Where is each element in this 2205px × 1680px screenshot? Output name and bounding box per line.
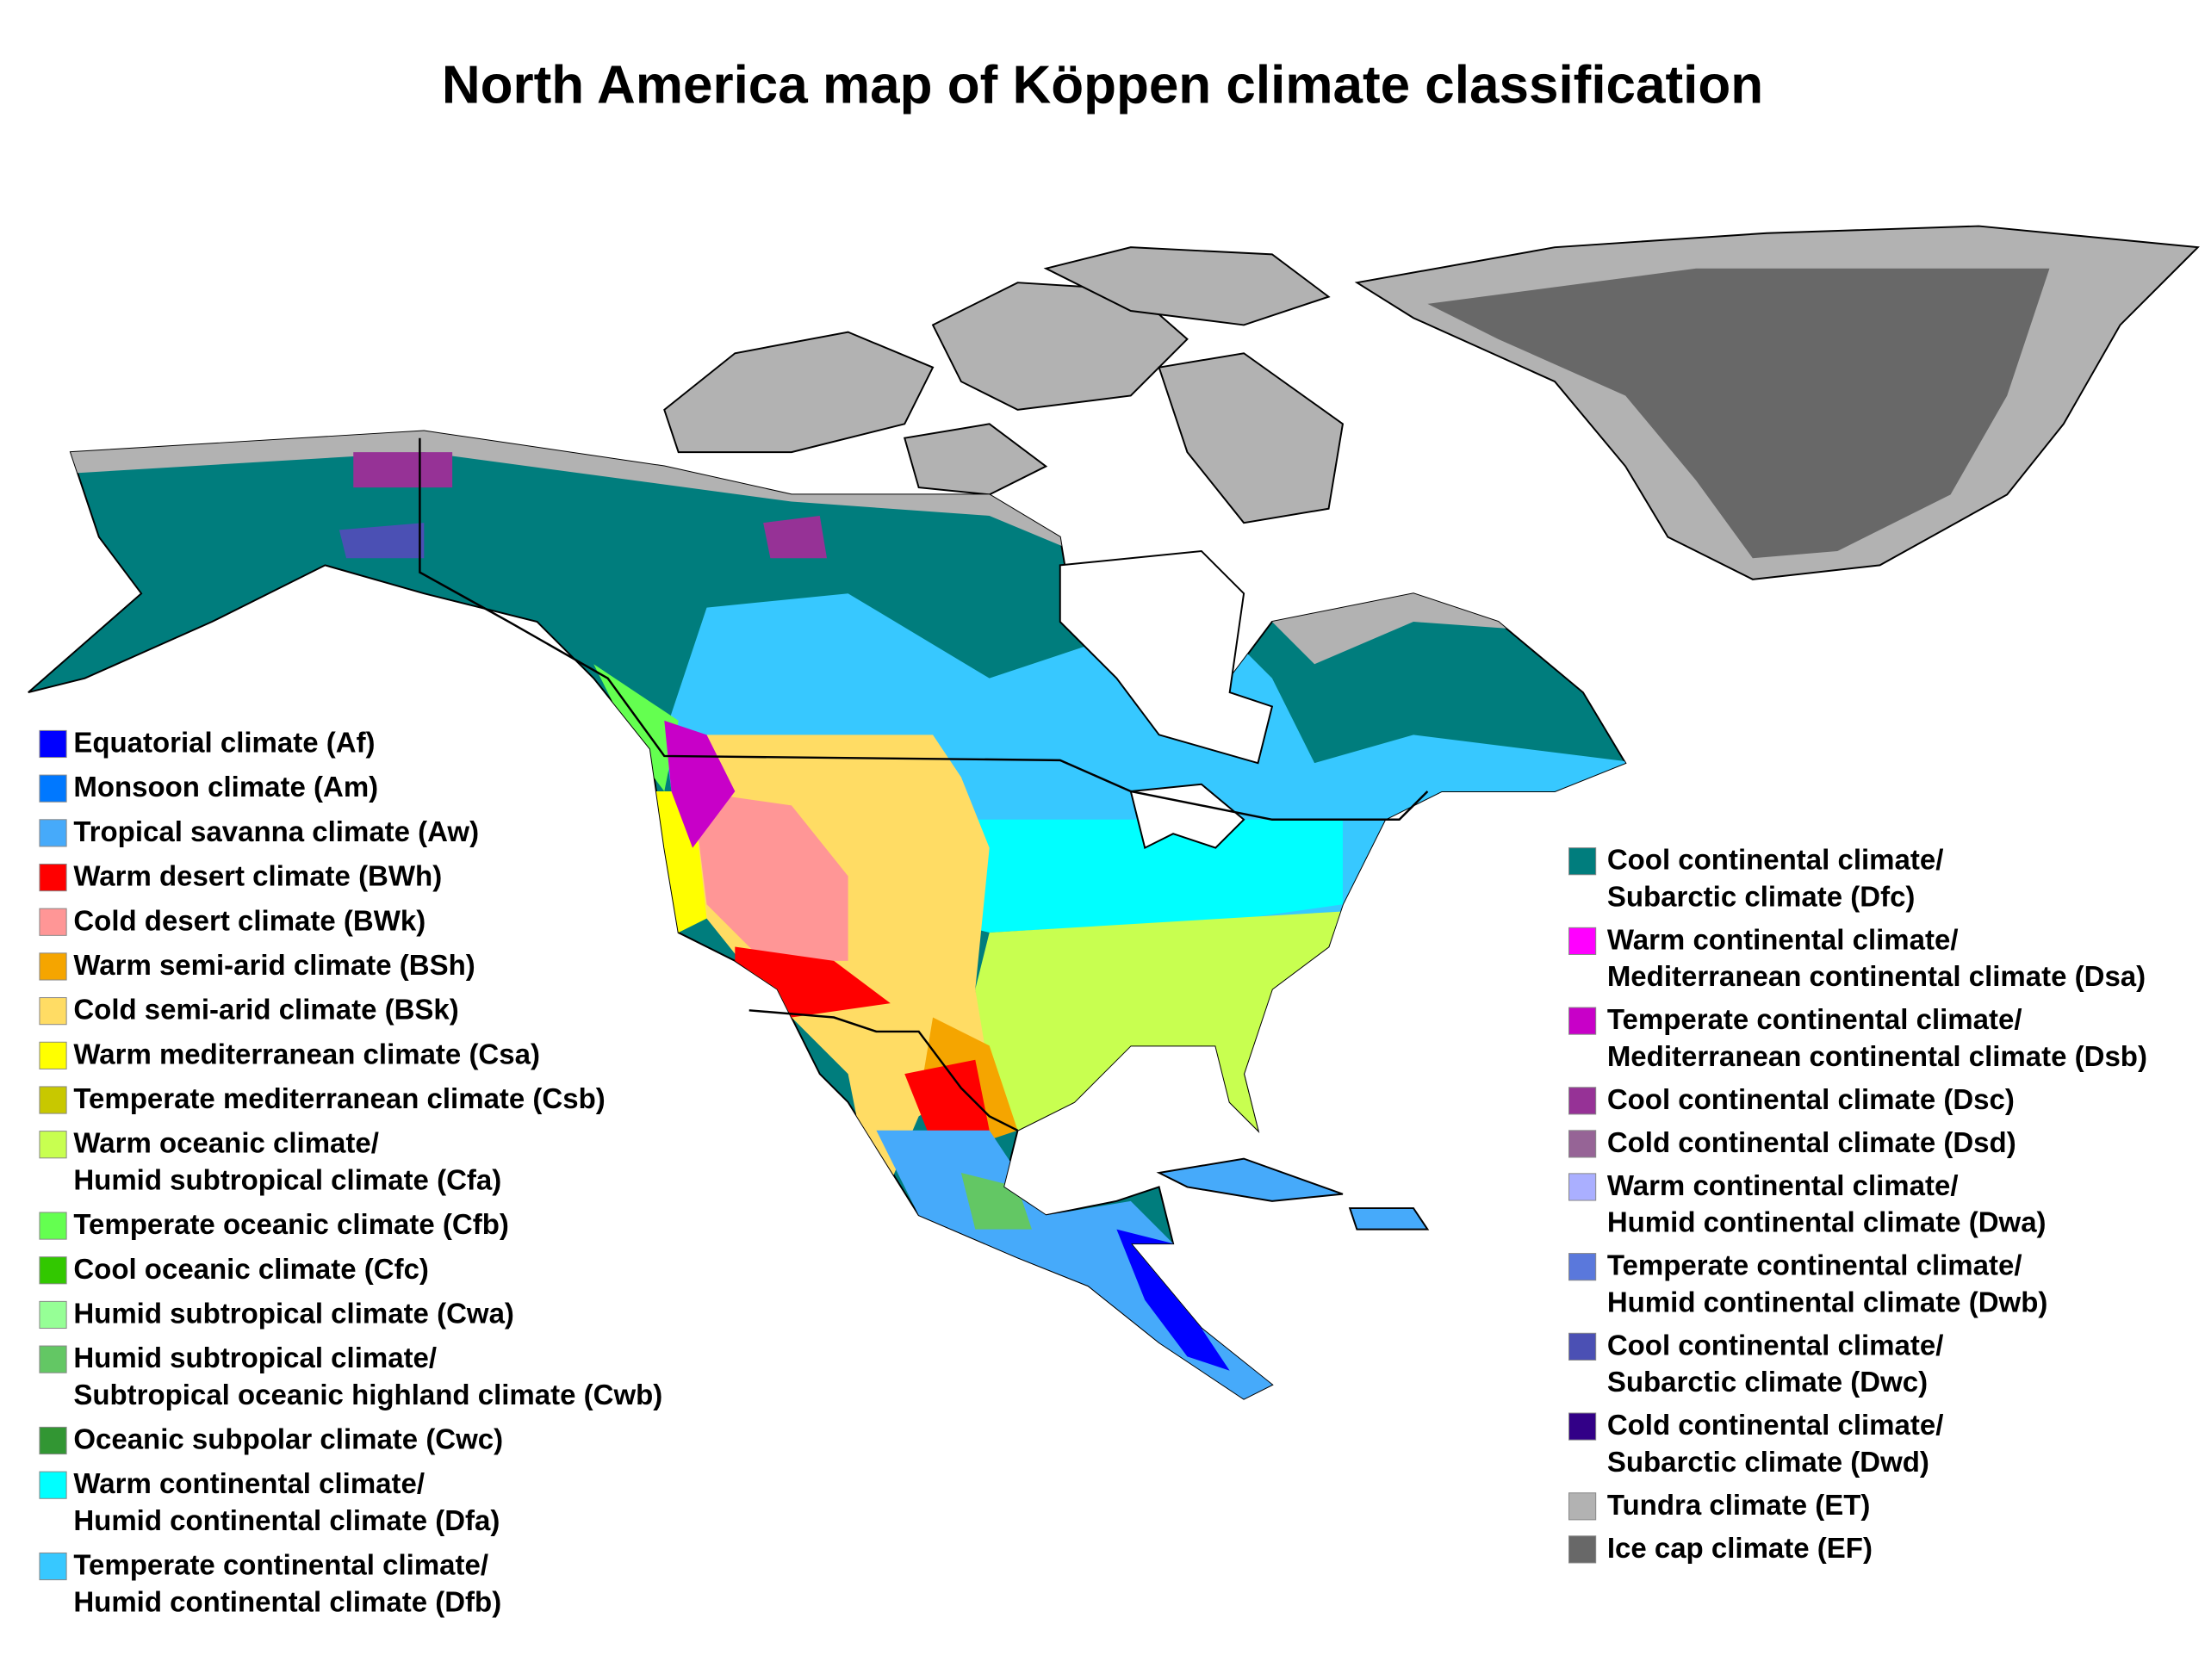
legend-label: Cold continental climate (Dsd) <box>1607 1126 2016 1158</box>
island <box>1043 246 1331 326</box>
legend-swatch <box>39 1471 67 1499</box>
zone <box>664 720 736 848</box>
hudson-bay <box>1059 549 1274 765</box>
zone <box>1116 1229 1230 1371</box>
map-title: North America map of Köppen climate clas… <box>442 55 1763 115</box>
legend-label: Temperate continental climate/ <box>1607 1249 2022 1281</box>
legend-label: Tundra climate (ET) <box>1607 1489 1871 1521</box>
legend-swatch <box>1568 1412 1597 1441</box>
legend-label: Humid continental climate (Dwb) <box>1607 1286 2048 1317</box>
legend-label: Humid subtropical climate (Cfa) <box>73 1163 501 1195</box>
legend-label: Cold semi-arid climate (BSk) <box>73 994 458 1026</box>
island <box>1158 352 1345 524</box>
legend-label: Subarctic climate (Dfc) <box>1607 880 1916 912</box>
island <box>663 331 935 454</box>
zone <box>763 515 827 559</box>
zone <box>339 523 425 559</box>
legend-label: Humid subtropical climate (Cwa) <box>73 1297 514 1329</box>
border <box>419 437 1429 821</box>
legend-label: Oceanic subpolar climate (Cwc) <box>73 1423 503 1455</box>
legend-swatch <box>39 819 67 847</box>
legend-label: Mediterranean continental climate (Dsb) <box>1607 1040 2147 1072</box>
legend-label: Cool oceanic climate (Cfc) <box>73 1253 429 1285</box>
legend-swatch <box>1568 1130 1597 1158</box>
legend: Equatorial climate (Af) Monsoon climate (… <box>39 727 2147 1617</box>
legend-label: Warm mediterranean climate (Csa) <box>73 1038 540 1069</box>
legend-swatch <box>39 1131 67 1159</box>
map <box>28 225 2200 1400</box>
legend-swatch <box>1568 927 1597 955</box>
legend-label: Humid continental climate (Dfa) <box>73 1504 500 1536</box>
legend-label: Equatorial climate (Af) <box>73 727 375 759</box>
legend-swatch <box>39 1426 67 1455</box>
legend-swatch <box>1568 1253 1597 1281</box>
legend-label: Humid subtropical climate/ <box>73 1342 437 1373</box>
legend-swatch <box>39 1256 67 1285</box>
legend-label: Ice cap climate (EF) <box>1607 1532 1873 1564</box>
zone <box>975 911 1343 1131</box>
legend-swatch <box>39 1041 67 1069</box>
legend-swatch <box>1568 847 1597 876</box>
legend-label: Warm semi-arid climate (BSh) <box>73 949 475 981</box>
legend-label: Humid continental climate (Dwa) <box>1607 1206 2047 1238</box>
legend-swatch <box>39 997 67 1026</box>
legend-label: Cool continental climate (Dsc) <box>1607 1083 2015 1115</box>
legend-label: Cold continental climate/ <box>1607 1409 1944 1441</box>
legend-label: Warm continental climate/ <box>1607 1169 1959 1201</box>
legend-label: Tropical savanna climate (Aw) <box>73 815 479 847</box>
legend-swatch <box>39 952 67 981</box>
legend-label: Monsoon climate (Am) <box>73 771 378 803</box>
legend-label: Warm continental climate/ <box>1607 923 1959 955</box>
legend-swatch <box>1568 1492 1597 1521</box>
legend-swatch <box>39 1300 67 1330</box>
legend-label: Mediterranean continental climate (Dsa) <box>1607 960 2146 992</box>
legend-swatch <box>1568 1535 1597 1564</box>
island <box>903 423 1048 496</box>
zone <box>904 1059 990 1145</box>
legend-swatch <box>1568 1332 1597 1361</box>
legend-swatch <box>39 774 67 803</box>
legend-label: Subarctic climate (Dwc) <box>1607 1366 1928 1398</box>
legend-label: Subtropical oceanic highland climate (Cw… <box>73 1379 662 1410</box>
zone <box>693 790 848 961</box>
legend-label: Humid continental climate (Dfb) <box>73 1585 501 1617</box>
border <box>748 1009 1019 1131</box>
legend-label: Warm continental climate/ <box>73 1467 425 1499</box>
legend-swatch <box>1568 1087 1597 1115</box>
legend-label: Subarctic climate (Dwd) <box>1607 1446 1929 1478</box>
legend-swatch <box>1568 1007 1597 1035</box>
legend-swatch <box>39 1086 67 1114</box>
cuba <box>1156 1157 1344 1202</box>
legend-label: Cool continental climate/ <box>1607 1329 1944 1361</box>
legend-label: Temperate oceanic climate (Cfb) <box>73 1208 509 1240</box>
legend-swatch <box>39 1552 67 1581</box>
legend-label: Temperate continental climate/ <box>1607 1003 2022 1035</box>
legend-swatch <box>39 908 67 936</box>
legend-label: Temperate mediterranean climate (Csb) <box>73 1082 605 1114</box>
legend-label: Cool continental climate/ <box>1607 844 1944 876</box>
legend-swatch <box>39 1345 67 1373</box>
legend-label: Temperate continental climate/ <box>73 1549 488 1581</box>
legend-label: Cold desert climate (BWk) <box>73 904 425 936</box>
zone <box>593 664 679 791</box>
legend-swatch <box>39 1212 67 1240</box>
hispaniola <box>1348 1207 1430 1231</box>
ice-cap <box>1427 268 2050 559</box>
great-lakes <box>1129 783 1245 850</box>
legend-swatch <box>39 729 67 759</box>
legend-label: Warm desert climate (BWh) <box>73 860 442 892</box>
zone <box>353 452 453 488</box>
legend-swatch <box>1568 1173 1597 1201</box>
legend-label: Warm oceanic climate/ <box>73 1127 379 1159</box>
legend-swatch <box>39 863 67 892</box>
